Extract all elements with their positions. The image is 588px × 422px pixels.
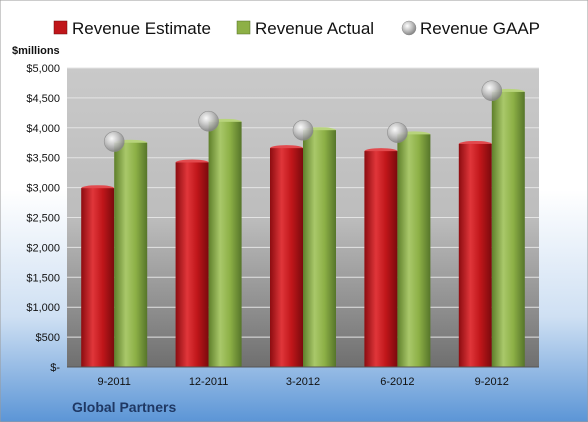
y-tick-label: $1,500 [26, 272, 60, 284]
x-tick-label: 3-2012 [286, 376, 320, 388]
x-tick-label: 9-2011 [97, 376, 130, 388]
y-tick-label: $4,500 [26, 93, 60, 105]
y-axis-unit-label: $millions [12, 45, 60, 57]
legend: Revenue Estimate Revenue Actual Revenue … [53, 19, 540, 38]
y-tick-label: $500 [36, 332, 60, 344]
legend-label-revenue-actual: Revenue Actual [255, 19, 374, 38]
y-tick-label: $- [50, 362, 60, 374]
y-axis-ticks: $- $500 $1,000 $1,500 $2,000 $2,500 $3,000 $3,5… [26, 63, 60, 374]
legend-label-revenue-gaap: Revenue GAAP [420, 19, 540, 38]
y-tick-label: $3,000 [26, 183, 60, 195]
legend-marker-revenue-gaap [401, 20, 417, 36]
bar-revenue-actual [491, 91, 525, 368]
y-tick-label: $2,500 [26, 213, 60, 225]
bars [81, 88, 525, 368]
gaap-marker [198, 110, 219, 132]
gaap-markers [103, 80, 503, 152]
bar-revenue-estimate [270, 148, 303, 367]
legend-swatch-revenue-actual [236, 20, 251, 35]
gaap-marker [103, 131, 125, 152]
x-axis-ticks: 9-2011 12-2011 3-2012 6-2012 9-2012 [97, 376, 508, 388]
gaap-marker [481, 80, 503, 102]
bar-revenue-estimate [364, 151, 398, 367]
company-name: Global Partners [72, 399, 176, 415]
bar-revenue-estimate [458, 143, 492, 367]
gaap-marker [292, 119, 314, 141]
x-tick-label: 6-2012 [380, 376, 414, 388]
bar-revenue-actual [114, 142, 148, 367]
bar-revenue-actual [303, 130, 336, 367]
y-tick-label: $1,000 [26, 302, 60, 314]
legend-label-revenue-estimate: Revenue Estimate [72, 19, 211, 38]
gaap-marker [387, 122, 408, 143]
x-tick-label: 9-2012 [475, 376, 509, 388]
y-tick-label: $5,000 [26, 63, 60, 75]
bar-revenue-actual [397, 134, 431, 367]
x-tick-label: 12-2011 [189, 376, 229, 388]
bar-revenue-estimate [81, 188, 115, 367]
bar-revenue-estimate [175, 162, 209, 367]
bar-revenue-actual [208, 121, 242, 367]
y-tick-label: $3,500 [26, 153, 60, 165]
legend-swatch-revenue-estimate [53, 20, 68, 35]
y-tick-label: $2,000 [26, 242, 60, 254]
y-tick-label: $4,000 [26, 123, 60, 135]
